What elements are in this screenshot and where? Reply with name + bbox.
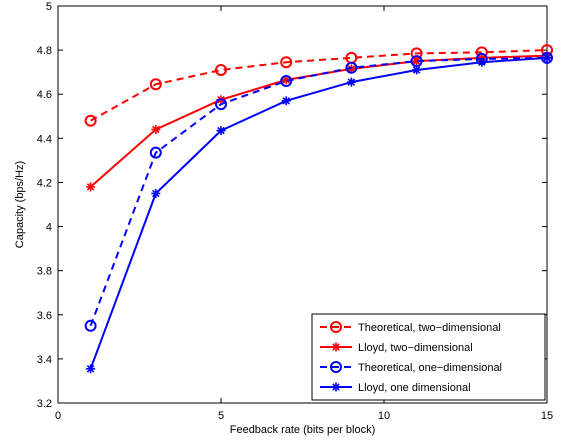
series-3-point bbox=[86, 364, 96, 374]
y-tick-label: 5 bbox=[46, 1, 52, 13]
series-line-3 bbox=[89, 56, 548, 370]
y-tick-label: 3.4 bbox=[37, 354, 52, 366]
plot-area: 0 5 10 15 3.2 3.4 3.6 3.8 4 4.2 4.4 4.6 4.8 5 bbox=[37, 1, 553, 422]
series-2-point bbox=[280, 74, 293, 87]
y-tick-label: 3.8 bbox=[37, 266, 52, 278]
legend-marker-3 bbox=[331, 382, 341, 392]
legend-box bbox=[311, 313, 546, 401]
series-1-point bbox=[86, 182, 96, 192]
y-tick-label: 3.6 bbox=[37, 310, 52, 322]
series-3-point bbox=[346, 77, 356, 87]
series-0-point bbox=[215, 63, 227, 76]
y-tick-label: 4 bbox=[46, 222, 52, 234]
series-3-point bbox=[151, 188, 161, 198]
series-2-point bbox=[215, 98, 227, 111]
legend-marker-1 bbox=[331, 342, 341, 352]
series-2-point bbox=[149, 146, 162, 159]
y-tick-label: 4.2 bbox=[37, 177, 52, 189]
legend-marker-0 bbox=[330, 321, 342, 333]
legend-label-0: Theoretical, two−dimensional bbox=[358, 322, 501, 334]
x-tick-label: 15 bbox=[541, 410, 553, 422]
series-3-point bbox=[281, 96, 291, 106]
series-0-point bbox=[84, 114, 97, 127]
legend-marker-2 bbox=[330, 361, 342, 373]
series-2-point bbox=[84, 319, 97, 332]
series-1-point bbox=[151, 125, 161, 135]
legend-label-1: Lloyd, two−dimensional bbox=[358, 342, 473, 354]
series-0-point bbox=[280, 56, 293, 69]
series-2-point bbox=[345, 61, 358, 74]
legend: Theoretical, two−dimensional Lloyd, two−d… bbox=[311, 313, 546, 401]
series-3-point bbox=[216, 126, 226, 136]
series-3-point bbox=[477, 57, 487, 67]
y-tick-label: 4.4 bbox=[37, 133, 52, 145]
x-tick-label: 0 bbox=[55, 410, 61, 422]
series-line-0 bbox=[90, 49, 548, 122]
series-3-point bbox=[542, 53, 552, 63]
x-axis-label: Feedback rate (bits per block) bbox=[230, 424, 376, 436]
legend-label-2: Theoretical, one−dimensional bbox=[358, 362, 502, 374]
plot-frame bbox=[57, 5, 548, 404]
series-3-point bbox=[412, 65, 422, 75]
y-tick-label: 3.2 bbox=[37, 398, 52, 410]
x-tick-label: 10 bbox=[378, 410, 390, 422]
y-axis-label: Capacity (bps/Hz) bbox=[14, 161, 26, 248]
x-tick-label: 5 bbox=[218, 410, 224, 422]
series-line-2 bbox=[89, 56, 548, 327]
legend-label-3: Lloyd, one dimensional bbox=[358, 382, 471, 394]
y-tick-label: 4.6 bbox=[37, 89, 52, 101]
series-0-point bbox=[149, 78, 162, 91]
y-tick-label: 4.8 bbox=[37, 45, 52, 57]
